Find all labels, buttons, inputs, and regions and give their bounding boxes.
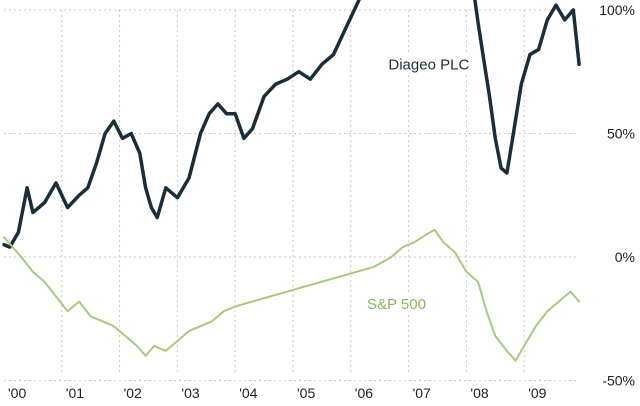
x-tick-label: '04: [239, 385, 257, 401]
x-tick-label: '05: [297, 385, 315, 401]
series-label-sp500: S&P 500: [367, 296, 426, 313]
x-axis-ticks: '00 '01 '02 '03 '04 '05 '06 '07 '08 '09: [8, 385, 547, 401]
series-lines: [2, 0, 581, 362]
series-label-background: [359, 293, 428, 314]
x-tick-label: '02: [124, 385, 142, 401]
y-tick-label: 50%: [607, 126, 635, 142]
x-tick-label: '01: [66, 385, 84, 401]
x-tick-label: '03: [181, 385, 199, 401]
y-tick-label: 100%: [599, 2, 635, 18]
series-label-background: [377, 54, 472, 75]
x-tick-label: '08: [470, 385, 488, 401]
x-tick-label: '09: [528, 385, 546, 401]
series-label-diageo: Diageo PLC: [388, 56, 469, 73]
x-tick-label: '07: [413, 385, 431, 401]
y-tick-label: -50%: [602, 373, 635, 389]
x-tick-label: '00: [8, 385, 26, 401]
x-tick-label: '06: [355, 385, 373, 401]
series-labels: Diageo PLC S&P 500: [359, 54, 472, 314]
y-tick-label: 0%: [615, 249, 635, 265]
series-line-diageo: [2, 0, 581, 249]
series-line-sp500: [3, 228, 581, 362]
y-axis-ticks: 200%150%100%50%0%-50%: [599, 2, 635, 389]
